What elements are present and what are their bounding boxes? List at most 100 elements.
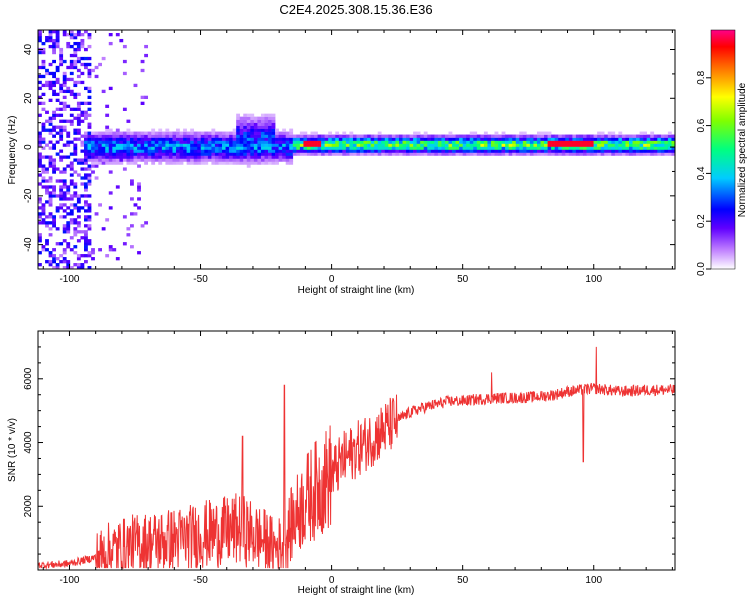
- spectrogram-cell: [384, 143, 389, 147]
- y-tick-label: 20: [23, 92, 34, 104]
- spectrogram-cell: [268, 131, 272, 135]
- spectrogram-cell: [176, 134, 180, 138]
- spectrogram-cell: [250, 134, 255, 138]
- spectrogram-cell: [275, 143, 279, 147]
- spectrogram-cell: [84, 86, 88, 91]
- spectrogram-cell: [87, 203, 92, 207]
- spectrogram-cell: [76, 80, 81, 85]
- spectrogram-cell: [480, 143, 485, 147]
- spectrogram-cell: [363, 140, 368, 144]
- spectrogram-cell: [144, 44, 149, 49]
- spectrogram-cell: [473, 152, 478, 156]
- spectrogram-cell: [519, 143, 524, 147]
- spectrogram-cell: [278, 158, 283, 162]
- spectrogram-cell: [452, 140, 456, 144]
- spectrogram-cell: [84, 110, 88, 114]
- spectrogram-cell: [94, 143, 99, 147]
- spectrogram-cell: [41, 59, 46, 64]
- spectrogram-cell: [257, 134, 262, 138]
- spectrogram-cell: [448, 152, 453, 156]
- spectrogram-cell: [168, 149, 173, 153]
- spectrogram-cell: [204, 155, 209, 159]
- spectrogram-cell: [87, 62, 92, 67]
- spectrogram-cell: [246, 128, 251, 132]
- spectrogram-cell: [108, 191, 113, 195]
- spectrogram-cell: [137, 143, 141, 147]
- spectrogram-cell: [108, 140, 113, 144]
- spectrogram-cell: [122, 152, 127, 156]
- spectrogram-cell: [455, 143, 460, 147]
- spectrogram-cell: [48, 119, 53, 123]
- spectrogram-cell: [402, 134, 407, 138]
- spectrogram-cell: [168, 137, 173, 141]
- spectrogram-cell: [278, 149, 283, 153]
- spectrogram-cell: [498, 137, 502, 141]
- spectrogram-cell: [299, 140, 304, 144]
- spectrogram-cell: [87, 35, 92, 40]
- spectrogram-cell: [335, 149, 340, 153]
- spectrogram-cell: [45, 224, 49, 228]
- spectrogram-cell: [222, 146, 226, 150]
- spectrogram-cell: [374, 140, 379, 144]
- spectrogram-cell: [144, 143, 149, 147]
- spectrogram-cell: [197, 137, 202, 141]
- spectrogram-cell: [172, 149, 177, 153]
- spectrogram-cell: [66, 188, 71, 192]
- spectrogram-cell: [38, 101, 42, 105]
- spectrogram-cell: [91, 161, 95, 165]
- spectrogram-cell: [582, 140, 587, 144]
- spectrogram-cell: [66, 197, 71, 201]
- spectrogram-cell: [430, 137, 435, 141]
- spectrogram-cell: [112, 134, 117, 138]
- spectrogram-cell: [80, 62, 85, 67]
- spectrogram-cell: [52, 185, 56, 189]
- spectrogram-cell: [519, 134, 524, 138]
- spectrogram-cell: [331, 140, 336, 144]
- spectrogram-cell: [660, 149, 665, 153]
- spectrogram-cell: [232, 131, 237, 135]
- spectrogram-cell: [271, 137, 276, 141]
- spectrogram-cell: [55, 41, 60, 46]
- spectrogram-cell: [367, 140, 371, 144]
- y-tick-label: -20: [23, 188, 34, 203]
- spectrogram-cell: [105, 131, 110, 135]
- spectrogram-cell: [101, 161, 106, 165]
- spectrogram-cell: [147, 149, 152, 153]
- spectrogram-cell: [207, 131, 212, 135]
- spectrogram-cell: [289, 131, 294, 135]
- spectrogram-cell: [483, 143, 488, 147]
- spectrogram-cell: [225, 155, 230, 159]
- spectrogram-cell: [94, 155, 99, 159]
- spectrogram-cell: [52, 248, 56, 252]
- spectrogram-cell: [621, 152, 626, 156]
- spectrogram-cell: [41, 47, 46, 52]
- spectrogram-cell: [73, 80, 78, 85]
- spectrogram-cell: [469, 149, 474, 153]
- spectrogram-cell: [306, 140, 311, 144]
- spectrogram-cell: [285, 149, 290, 153]
- spectrogram-cell: [437, 134, 442, 138]
- spectrogram-cell: [154, 155, 159, 159]
- y-tick-label: -40: [23, 237, 34, 252]
- spectrogram-cell: [168, 146, 173, 150]
- spectrogram-cell: [512, 152, 517, 156]
- spectrogram-cell: [250, 152, 255, 156]
- spectrogram-cell: [296, 146, 301, 150]
- spectrogram-cell: [105, 137, 110, 141]
- spectrogram-cell: [625, 137, 630, 141]
- spectrogram-cell: [87, 206, 92, 210]
- spectrogram-cell: [600, 134, 605, 138]
- spectrogram-cell: [628, 152, 633, 156]
- spectrogram-cell: [98, 203, 102, 207]
- spectrogram-cell: [250, 146, 255, 150]
- spectrogram-cell: [94, 74, 99, 79]
- spectrogram-cell: [211, 161, 216, 165]
- spectrogram-cell: [243, 122, 248, 126]
- spectrogram-cell: [119, 152, 124, 156]
- spectrogram-cell: [45, 191, 49, 195]
- spectrogram-cell: [264, 131, 269, 135]
- spectrogram-cell: [490, 137, 495, 141]
- spectrogram-cell: [144, 140, 149, 144]
- spectrogram-cell: [108, 206, 113, 210]
- spectrogram-cell: [158, 149, 163, 153]
